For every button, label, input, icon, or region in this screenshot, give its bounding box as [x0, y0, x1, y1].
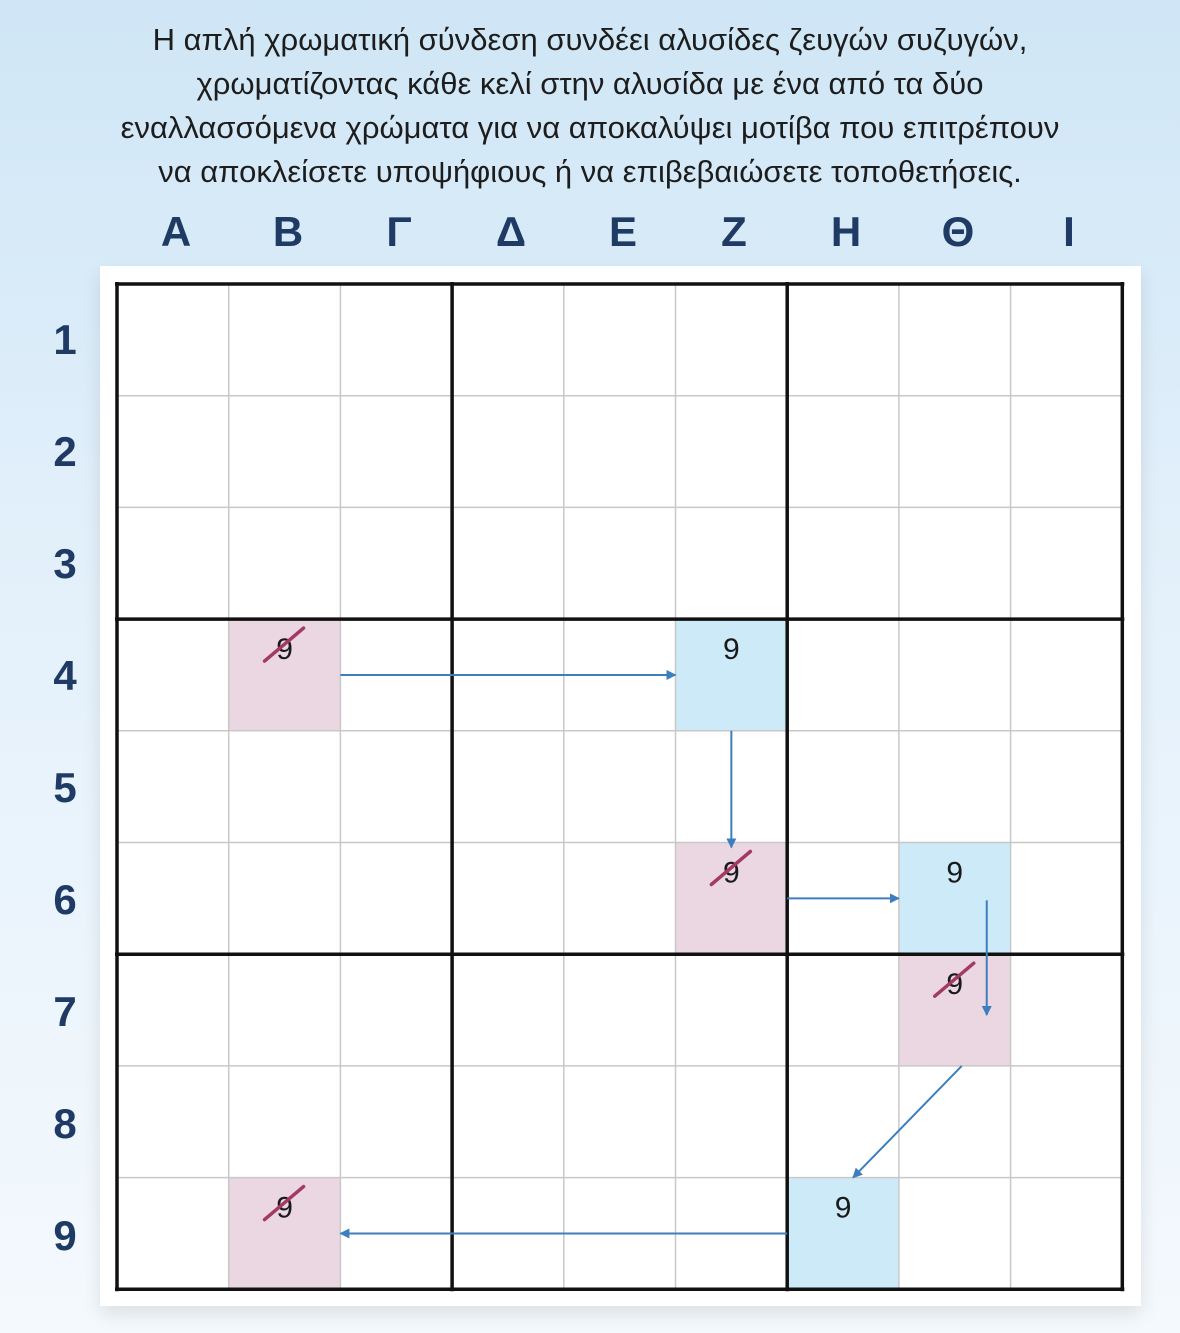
column-label-g: Η [830, 208, 862, 255]
chain-cell-pink [898, 954, 1011, 1066]
column-label-a: Α [160, 208, 192, 255]
strike-mark [262, 1184, 306, 1222]
caption: Η απλή χρωματική σύνδεση συνδέει αλυσίδε… [40, 18, 1140, 194]
column-label-h: Θ [941, 208, 975, 255]
row-label-4: 4 [53, 652, 77, 699]
row-label-9: 9 [53, 1212, 77, 1259]
chain-cell-pink [228, 619, 341, 731]
row-label-2: 2 [53, 428, 77, 475]
column-label-c: Γ [386, 208, 412, 255]
candidate-digit: 9 [835, 1192, 852, 1225]
strike-mark [933, 961, 976, 998]
strike-mark [709, 849, 753, 887]
caption-line: χρωματίζοντας κάθε κελί στην αλυσίδα με … [196, 66, 984, 101]
row-label-1: 1 [53, 316, 77, 363]
chain-cell-pink [675, 842, 788, 955]
row-label-5: 5 [53, 764, 77, 811]
column-label-e: Ε [608, 208, 637, 255]
strike-mark [262, 626, 306, 663]
chain-cell-blue [675, 619, 788, 731]
candidate-digit: 9 [723, 633, 740, 666]
column-label-i: Ι [1063, 208, 1075, 255]
chain-arrow [852, 1065, 963, 1179]
caption-line: να αποκλείσετε υποψήφιους ή να επιβεβαιώ… [158, 154, 1022, 189]
chain-cell-pink [228, 1177, 341, 1290]
caption-line: Η απλή χρωματική σύνδεση συνδέει αλυσίδε… [152, 22, 1028, 57]
row-label-7: 7 [53, 988, 77, 1035]
row-label-3: 3 [53, 540, 77, 587]
column-label-f: Ζ [721, 208, 747, 255]
chain-cell-blue [787, 1177, 899, 1290]
column-label-b: Β [272, 208, 304, 255]
row-label-8: 8 [53, 1100, 77, 1147]
candidate-digit: 9 [946, 857, 963, 890]
row-label-6: 6 [53, 876, 77, 923]
chain-cell-blue [898, 842, 1011, 955]
column-label-d: Δ [495, 208, 527, 255]
caption-line: εναλλασσόμενα χρώματα για να αποκαλύψει … [120, 110, 1060, 145]
